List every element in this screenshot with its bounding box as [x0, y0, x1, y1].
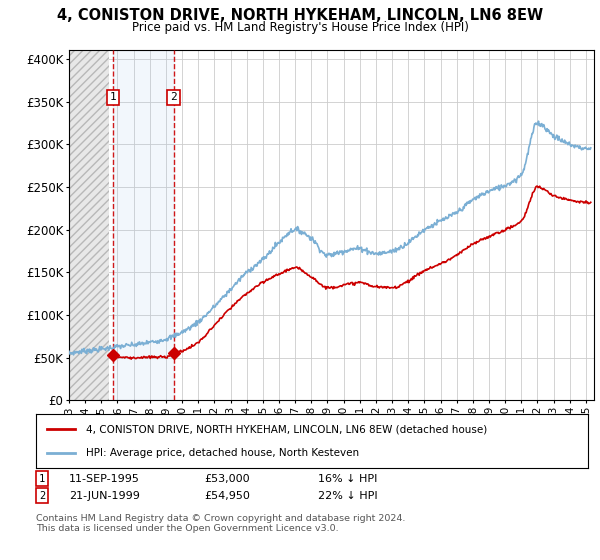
Text: 16% ↓ HPI: 16% ↓ HPI	[318, 474, 377, 484]
Text: 4, CONISTON DRIVE, NORTH HYKEHAM, LINCOLN, LN6 8EW (detached house): 4, CONISTON DRIVE, NORTH HYKEHAM, LINCOL…	[86, 424, 487, 435]
Text: 1: 1	[39, 474, 45, 484]
Text: £53,000: £53,000	[204, 474, 250, 484]
Text: 2: 2	[39, 491, 45, 501]
Text: 11-SEP-1995: 11-SEP-1995	[69, 474, 140, 484]
Text: Price paid vs. HM Land Registry's House Price Index (HPI): Price paid vs. HM Land Registry's House …	[131, 21, 469, 34]
Text: 4, CONISTON DRIVE, NORTH HYKEHAM, LINCOLN, LN6 8EW: 4, CONISTON DRIVE, NORTH HYKEHAM, LINCOL…	[57, 8, 543, 24]
Text: Contains HM Land Registry data © Crown copyright and database right 2024.
This d: Contains HM Land Registry data © Crown c…	[36, 514, 406, 533]
Bar	[113, 50, 173, 400]
Text: 21-JUN-1999: 21-JUN-1999	[69, 491, 140, 501]
Text: 2: 2	[170, 92, 177, 102]
Text: HPI: Average price, detached house, North Kesteven: HPI: Average price, detached house, Nort…	[86, 447, 359, 458]
Text: £54,950: £54,950	[204, 491, 250, 501]
Text: 22% ↓ HPI: 22% ↓ HPI	[318, 491, 377, 501]
Text: 1: 1	[109, 92, 116, 102]
